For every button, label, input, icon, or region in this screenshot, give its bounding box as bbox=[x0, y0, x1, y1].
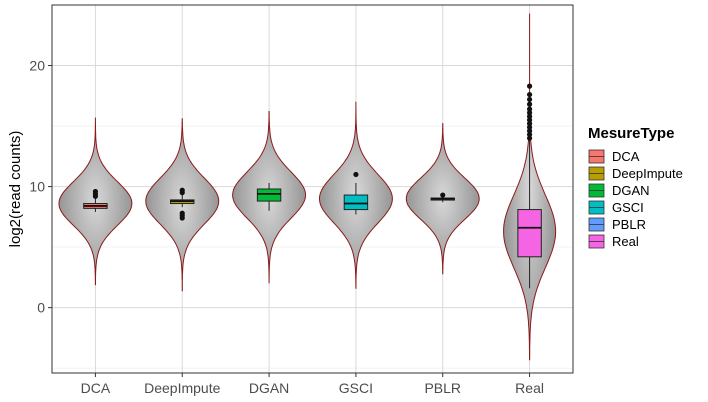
outlier-point bbox=[526, 91, 533, 98]
outlier-point bbox=[526, 106, 533, 112]
outlier-point bbox=[526, 96, 533, 103]
outlier-point bbox=[526, 101, 533, 107]
outlier-point bbox=[440, 192, 446, 198]
outlier-point bbox=[526, 110, 533, 116]
outlier-point bbox=[526, 135, 533, 141]
box-real bbox=[517, 209, 542, 258]
box-gsci bbox=[343, 194, 369, 211]
legend-label-deepimpute: DeepImpute bbox=[612, 166, 683, 181]
outlier-point bbox=[526, 128, 533, 134]
outlier-point bbox=[526, 124, 533, 130]
axes: 0 10 20 DCA DeepImpute DGAN GSCI PBLR Real bbox=[29, 58, 544, 396]
x-tick-label: PBLR bbox=[424, 380, 461, 396]
y-tick-label: 0 bbox=[37, 300, 45, 316]
x-tick-label: GSCI bbox=[339, 380, 373, 396]
y-tick-label: 20 bbox=[29, 58, 45, 74]
outlier-point bbox=[353, 171, 359, 178]
legend-label-dgan: DGAN bbox=[612, 183, 650, 198]
outlier-point bbox=[526, 83, 533, 89]
outlier-point bbox=[526, 131, 533, 138]
y-axis-title: log2(read counts) bbox=[7, 131, 24, 248]
outlier-point bbox=[526, 117, 533, 123]
x-tick-label: DeepImpute bbox=[144, 380, 220, 396]
y-tick-label: 10 bbox=[29, 179, 45, 195]
x-tick-label: DCA bbox=[81, 380, 111, 396]
legend-title: MesureType bbox=[588, 125, 674, 142]
x-tick-label: Real bbox=[515, 380, 544, 396]
legend: MesureType DCA DeepImpute DGAN GSCI PBLR Real bbox=[588, 125, 683, 249]
outlier-point bbox=[526, 121, 533, 127]
legend-label-gsci: GSCI bbox=[612, 200, 644, 215]
outlier-point bbox=[92, 188, 99, 195]
boxplots bbox=[83, 83, 542, 289]
legend-items: DCA DeepImpute DGAN GSCI PBLR Real bbox=[588, 149, 683, 249]
grid-lines bbox=[52, 4, 573, 373]
legend-label-pblr: PBLR bbox=[612, 217, 646, 232]
outlier-point bbox=[179, 210, 185, 216]
x-tick-label: DGAN bbox=[249, 380, 289, 396]
legend-label-real: Real bbox=[612, 234, 639, 249]
legend-label-dca: DCA bbox=[612, 149, 640, 164]
plot-panel-border bbox=[51, 4, 574, 374]
outlier-point bbox=[526, 113, 533, 119]
outlier-point bbox=[179, 187, 185, 193]
box-dgan bbox=[256, 188, 282, 202]
